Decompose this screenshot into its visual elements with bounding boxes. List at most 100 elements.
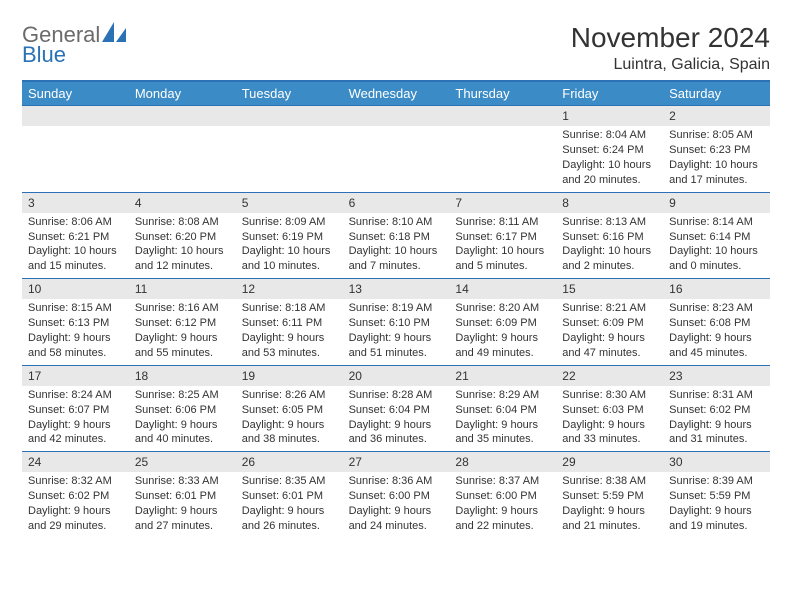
weekday-header: Monday	[129, 82, 236, 105]
day-number: 29	[556, 452, 663, 472]
day-details: Sunrise: 8:30 AMSunset: 6:03 PMDaylight:…	[556, 386, 663, 451]
day-cell: 11Sunrise: 8:16 AMSunset: 6:12 PMDayligh…	[129, 279, 236, 365]
sunset-text: Sunset: 6:06 PM	[135, 403, 230, 418]
day-details: Sunrise: 8:16 AMSunset: 6:12 PMDaylight:…	[129, 299, 236, 364]
day-details: Sunrise: 8:38 AMSunset: 5:59 PMDaylight:…	[556, 472, 663, 537]
day-cell	[236, 106, 343, 192]
day-number: 30	[663, 452, 770, 472]
empty-day	[236, 106, 343, 126]
day-number: 17	[22, 366, 129, 386]
dl2-text: and 45 minutes.	[669, 346, 764, 361]
dl1-text: Daylight: 9 hours	[28, 418, 123, 433]
dl2-text: and 42 minutes.	[28, 432, 123, 447]
dl1-text: Daylight: 9 hours	[135, 504, 230, 519]
sunrise-text: Sunrise: 8:08 AM	[135, 215, 230, 230]
dl1-text: Daylight: 9 hours	[349, 418, 444, 433]
day-cell: 5Sunrise: 8:09 AMSunset: 6:19 PMDaylight…	[236, 193, 343, 279]
dl2-text: and 27 minutes.	[135, 519, 230, 534]
sunrise-text: Sunrise: 8:30 AM	[562, 388, 657, 403]
weekday-header: Wednesday	[343, 82, 450, 105]
day-cell: 12Sunrise: 8:18 AMSunset: 6:11 PMDayligh…	[236, 279, 343, 365]
day-number: 7	[449, 193, 556, 213]
sunrise-text: Sunrise: 8:36 AM	[349, 474, 444, 489]
sunset-text: Sunset: 6:09 PM	[562, 316, 657, 331]
day-number: 23	[663, 366, 770, 386]
brand-text-block: General Blue	[22, 22, 126, 68]
sunrise-text: Sunrise: 8:16 AM	[135, 301, 230, 316]
dl1-text: Daylight: 9 hours	[349, 331, 444, 346]
dl2-text: and 29 minutes.	[28, 519, 123, 534]
day-cell	[343, 106, 450, 192]
sunrise-text: Sunrise: 8:26 AM	[242, 388, 337, 403]
sunset-text: Sunset: 6:23 PM	[669, 143, 764, 158]
sunset-text: Sunset: 6:03 PM	[562, 403, 657, 418]
day-details: Sunrise: 8:14 AMSunset: 6:14 PMDaylight:…	[663, 213, 770, 278]
sunset-text: Sunset: 6:11 PM	[242, 316, 337, 331]
dl2-text: and 5 minutes.	[455, 259, 550, 274]
day-number: 6	[343, 193, 450, 213]
dl2-text: and 26 minutes.	[242, 519, 337, 534]
day-number: 19	[236, 366, 343, 386]
dl2-text: and 35 minutes.	[455, 432, 550, 447]
sunset-text: Sunset: 5:59 PM	[669, 489, 764, 504]
sunrise-text: Sunrise: 8:18 AM	[242, 301, 337, 316]
day-details: Sunrise: 8:28 AMSunset: 6:04 PMDaylight:…	[343, 386, 450, 451]
day-cell: 30Sunrise: 8:39 AMSunset: 5:59 PMDayligh…	[663, 452, 770, 538]
dl1-text: Daylight: 9 hours	[242, 331, 337, 346]
dl1-text: Daylight: 9 hours	[242, 504, 337, 519]
day-details: Sunrise: 8:37 AMSunset: 6:00 PMDaylight:…	[449, 472, 556, 537]
dl1-text: Daylight: 10 hours	[242, 244, 337, 259]
week-row: 3Sunrise: 8:06 AMSunset: 6:21 PMDaylight…	[22, 192, 770, 279]
sunrise-text: Sunrise: 8:20 AM	[455, 301, 550, 316]
sunrise-text: Sunrise: 8:24 AM	[28, 388, 123, 403]
dl1-text: Daylight: 9 hours	[562, 418, 657, 433]
dl1-text: Daylight: 9 hours	[669, 418, 764, 433]
day-details: Sunrise: 8:13 AMSunset: 6:16 PMDaylight:…	[556, 213, 663, 278]
day-number: 2	[663, 106, 770, 126]
sunrise-text: Sunrise: 8:21 AM	[562, 301, 657, 316]
sunset-text: Sunset: 6:21 PM	[28, 230, 123, 245]
day-cell: 18Sunrise: 8:25 AMSunset: 6:06 PMDayligh…	[129, 366, 236, 452]
sunset-text: Sunset: 6:14 PM	[669, 230, 764, 245]
day-details: Sunrise: 8:06 AMSunset: 6:21 PMDaylight:…	[22, 213, 129, 278]
day-number: 3	[22, 193, 129, 213]
dl2-text: and 15 minutes.	[28, 259, 123, 274]
empty-day	[22, 106, 129, 126]
sunset-text: Sunset: 6:01 PM	[242, 489, 337, 504]
day-number: 14	[449, 279, 556, 299]
title-area: November 2024 Luintra, Galicia, Spain	[571, 22, 770, 74]
sunrise-text: Sunrise: 8:31 AM	[669, 388, 764, 403]
day-cell: 28Sunrise: 8:37 AMSunset: 6:00 PMDayligh…	[449, 452, 556, 538]
dl2-text: and 53 minutes.	[242, 346, 337, 361]
week-row: 10Sunrise: 8:15 AMSunset: 6:13 PMDayligh…	[22, 278, 770, 365]
day-cell	[449, 106, 556, 192]
sunrise-text: Sunrise: 8:19 AM	[349, 301, 444, 316]
dl2-text: and 33 minutes.	[562, 432, 657, 447]
dl1-text: Daylight: 10 hours	[669, 244, 764, 259]
day-details: Sunrise: 8:26 AMSunset: 6:05 PMDaylight:…	[236, 386, 343, 451]
sunset-text: Sunset: 6:01 PM	[135, 489, 230, 504]
day-number: 26	[236, 452, 343, 472]
day-details: Sunrise: 8:15 AMSunset: 6:13 PMDaylight:…	[22, 299, 129, 364]
day-details: Sunrise: 8:39 AMSunset: 5:59 PMDaylight:…	[663, 472, 770, 537]
sunset-text: Sunset: 6:12 PM	[135, 316, 230, 331]
sunset-text: Sunset: 6:04 PM	[349, 403, 444, 418]
sunset-text: Sunset: 6:18 PM	[349, 230, 444, 245]
sunrise-text: Sunrise: 8:37 AM	[455, 474, 550, 489]
dl1-text: Daylight: 10 hours	[28, 244, 123, 259]
day-cell: 10Sunrise: 8:15 AMSunset: 6:13 PMDayligh…	[22, 279, 129, 365]
sunrise-text: Sunrise: 8:09 AM	[242, 215, 337, 230]
dl1-text: Daylight: 9 hours	[455, 331, 550, 346]
sunset-text: Sunset: 6:00 PM	[455, 489, 550, 504]
day-details: Sunrise: 8:10 AMSunset: 6:18 PMDaylight:…	[343, 213, 450, 278]
day-details: Sunrise: 8:23 AMSunset: 6:08 PMDaylight:…	[663, 299, 770, 364]
sunset-text: Sunset: 6:16 PM	[562, 230, 657, 245]
dl1-text: Daylight: 9 hours	[28, 504, 123, 519]
sunset-text: Sunset: 6:05 PM	[242, 403, 337, 418]
day-details: Sunrise: 8:04 AMSunset: 6:24 PMDaylight:…	[556, 126, 663, 191]
dl1-text: Daylight: 10 hours	[562, 244, 657, 259]
dl1-text: Daylight: 9 hours	[455, 418, 550, 433]
day-number: 20	[343, 366, 450, 386]
sunset-text: Sunset: 6:00 PM	[349, 489, 444, 504]
day-details: Sunrise: 8:36 AMSunset: 6:00 PMDaylight:…	[343, 472, 450, 537]
